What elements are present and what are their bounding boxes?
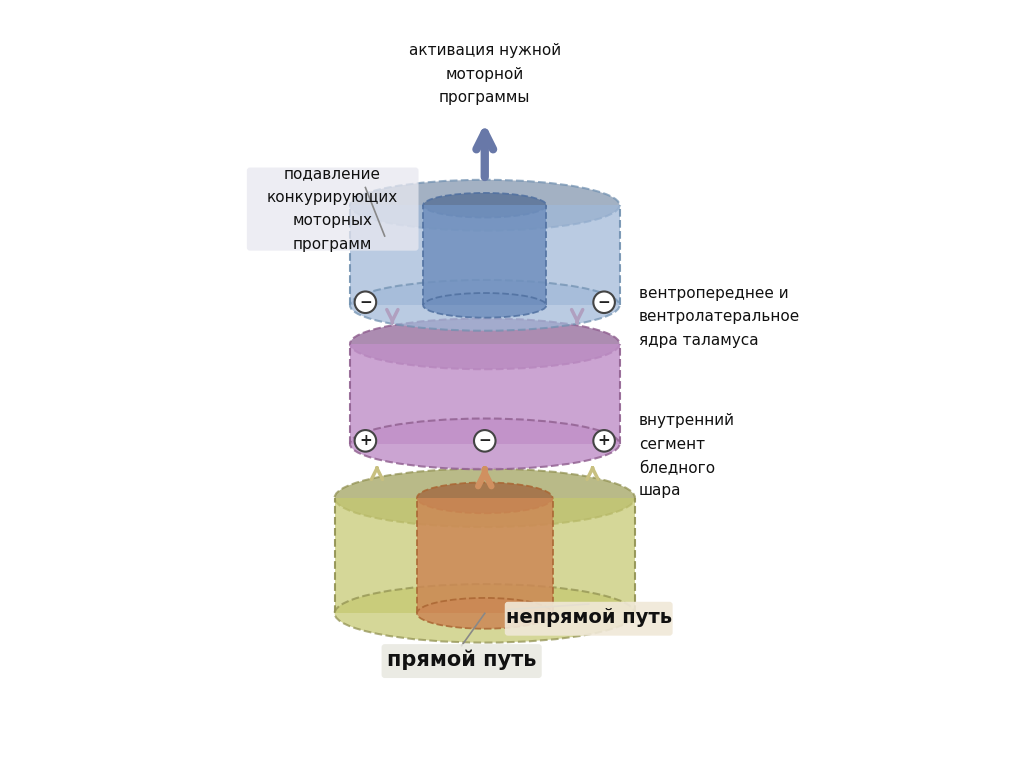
FancyBboxPatch shape [505,602,673,636]
Circle shape [593,291,614,313]
Ellipse shape [350,318,620,369]
Ellipse shape [417,598,553,629]
Text: −: − [478,433,492,449]
Polygon shape [417,498,553,614]
Text: −: − [359,295,372,310]
Ellipse shape [335,584,635,643]
Text: прямой путь: прямой путь [387,650,537,670]
Polygon shape [335,498,635,614]
Ellipse shape [423,193,547,218]
Polygon shape [423,206,547,305]
Ellipse shape [423,293,547,318]
Text: внутренний
сегмент
бледного
шара: внутренний сегмент бледного шара [639,413,735,499]
Text: вентропереднее и
вентролатеральное
ядра таламуса: вентропереднее и вентролатеральное ядра … [639,286,800,348]
Polygon shape [350,344,620,444]
Polygon shape [350,206,620,305]
Circle shape [593,430,614,452]
Text: непрямой путь: непрямой путь [506,607,672,627]
Circle shape [354,430,376,452]
Ellipse shape [335,469,635,527]
Text: +: + [359,433,372,449]
Ellipse shape [417,482,553,513]
Text: −: − [598,295,610,310]
Ellipse shape [350,419,620,469]
FancyBboxPatch shape [382,644,542,678]
Circle shape [354,291,376,313]
Ellipse shape [350,179,620,231]
Text: активация нужной
моторной
программы: активация нужной моторной программы [409,43,561,105]
Ellipse shape [350,280,620,331]
Text: подавление
конкурирующих
моторных
программ: подавление конкурирующих моторных програ… [266,166,398,252]
FancyBboxPatch shape [247,167,419,251]
Text: +: + [598,433,610,449]
Circle shape [474,430,496,452]
